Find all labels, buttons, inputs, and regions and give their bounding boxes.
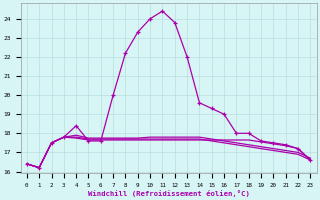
X-axis label: Windchill (Refroidissement éolien,°C): Windchill (Refroidissement éolien,°C): [88, 190, 250, 197]
